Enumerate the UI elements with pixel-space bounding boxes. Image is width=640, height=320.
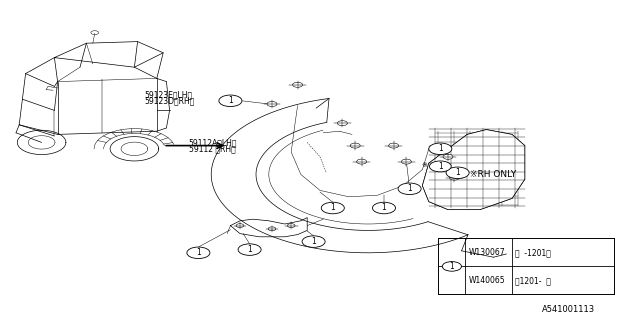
Text: W140065: W140065 <box>468 276 505 285</box>
Circle shape <box>337 121 348 126</box>
Text: 1: 1 <box>438 144 443 153</box>
Circle shape <box>321 202 344 214</box>
Text: 1: 1 <box>381 204 387 212</box>
Text: 59112A〈LH〉: 59112A〈LH〉 <box>189 138 237 147</box>
Text: 1: 1 <box>228 96 233 105</box>
Circle shape <box>302 236 325 247</box>
Circle shape <box>449 175 460 180</box>
Text: 1: 1 <box>196 248 201 257</box>
Text: 1: 1 <box>455 168 460 177</box>
Text: 59123D〈RH〉: 59123D〈RH〉 <box>144 96 195 105</box>
Circle shape <box>356 159 367 164</box>
Text: A541001113: A541001113 <box>542 305 595 314</box>
Circle shape <box>187 247 210 259</box>
Circle shape <box>442 262 461 271</box>
Circle shape <box>398 183 421 195</box>
Text: 59123E〈LH〉: 59123E〈LH〉 <box>144 90 192 99</box>
Text: 1: 1 <box>438 162 443 171</box>
Circle shape <box>388 143 399 148</box>
Circle shape <box>429 161 451 172</box>
Text: 1: 1 <box>311 237 316 246</box>
Circle shape <box>401 159 412 164</box>
Text: 〈  -1201〉: 〈 -1201〉 <box>515 248 551 257</box>
Circle shape <box>372 202 396 214</box>
Circle shape <box>287 224 295 228</box>
Circle shape <box>443 154 453 159</box>
Text: 1: 1 <box>407 184 412 193</box>
Text: 〈1201-  〉: 〈1201- 〉 <box>515 276 551 285</box>
Circle shape <box>236 224 244 228</box>
Text: W130067: W130067 <box>468 248 505 257</box>
Text: 1: 1 <box>247 245 252 254</box>
Text: 59112 〈RH〉: 59112 〈RH〉 <box>189 144 236 153</box>
Circle shape <box>446 167 469 179</box>
Circle shape <box>267 101 277 107</box>
Circle shape <box>292 82 303 87</box>
Text: 1: 1 <box>330 204 335 212</box>
Circle shape <box>219 95 242 107</box>
Circle shape <box>268 227 276 231</box>
Circle shape <box>238 244 261 255</box>
Circle shape <box>350 143 360 148</box>
Text: ※RH ONLY: ※RH ONLY <box>470 170 516 179</box>
Circle shape <box>429 143 452 155</box>
Text: ※: ※ <box>422 163 428 168</box>
Text: 1: 1 <box>449 262 454 271</box>
PathPatch shape <box>422 130 525 210</box>
